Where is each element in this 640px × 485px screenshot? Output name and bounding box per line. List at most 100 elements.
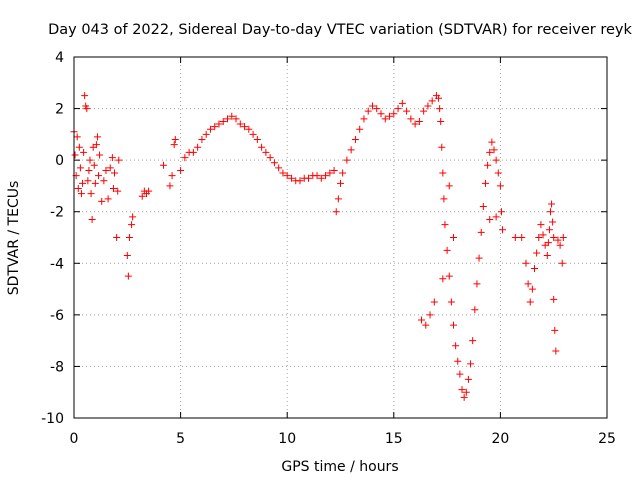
y-tick-label: 0	[55, 153, 64, 169]
data-point	[236, 120, 244, 128]
data-point	[92, 141, 100, 149]
data-point	[394, 105, 402, 113]
data-point	[473, 280, 481, 288]
data-point	[452, 342, 460, 350]
data-point	[171, 136, 179, 144]
data-point	[189, 148, 197, 156]
x-axis-label: GPS time / hours	[281, 459, 398, 475]
data-point	[77, 190, 85, 198]
data-point	[454, 357, 462, 365]
data-point	[270, 159, 278, 167]
data-point	[443, 246, 451, 254]
data-point	[206, 125, 214, 133]
data-point	[115, 156, 123, 164]
data-point	[283, 172, 291, 180]
data-point	[124, 272, 132, 280]
data-point	[100, 177, 108, 185]
data-point	[440, 195, 448, 203]
data-point	[437, 117, 445, 125]
data-point	[543, 252, 551, 260]
data-point	[475, 254, 483, 262]
data-point	[403, 107, 411, 115]
data-point	[106, 164, 114, 172]
data-point	[343, 156, 351, 164]
x-tick-label: 10	[278, 431, 296, 447]
data-point	[232, 115, 240, 123]
y-axis-ticks: -10 -8 -6 -4 -2 0 2 4	[41, 50, 607, 427]
data-point	[211, 123, 219, 131]
data-point	[386, 112, 394, 120]
data-point	[424, 102, 432, 110]
data-point	[266, 154, 274, 162]
data-point	[492, 156, 500, 164]
data-point	[551, 326, 559, 334]
y-tick-label: -6	[50, 308, 64, 324]
data-point	[332, 208, 340, 216]
data-point	[198, 136, 206, 144]
data-point	[351, 136, 359, 144]
data-point	[123, 252, 131, 260]
data-point	[518, 234, 526, 241]
data-point	[479, 203, 487, 211]
data-point	[125, 234, 133, 241]
data-point	[492, 213, 500, 221]
data-point	[279, 169, 287, 177]
data-point	[535, 234, 543, 241]
y-tick-label: -2	[50, 205, 64, 221]
data-point	[74, 185, 82, 193]
data-point	[81, 92, 89, 100]
data-point	[481, 179, 489, 187]
data-point	[108, 154, 116, 162]
data-point	[484, 161, 492, 169]
data-point	[160, 161, 168, 169]
data-point	[524, 280, 532, 288]
data-point	[420, 107, 428, 115]
data-point	[317, 174, 325, 182]
data-point	[364, 107, 372, 115]
data-point	[326, 169, 334, 177]
data-point	[494, 169, 502, 177]
data-point	[85, 166, 93, 174]
data-point	[111, 169, 119, 177]
data-point	[469, 337, 477, 345]
data-point	[114, 187, 122, 195]
data-point	[467, 360, 475, 368]
data-point	[547, 208, 555, 216]
y-tick-label: 4	[55, 50, 64, 66]
data-point	[177, 166, 185, 174]
data-point	[558, 259, 566, 267]
data-point	[445, 182, 453, 190]
data-point	[554, 236, 562, 244]
data-point	[398, 99, 406, 107]
data-point	[449, 234, 457, 241]
data-point	[435, 94, 443, 102]
data-point	[439, 169, 447, 177]
plot-background	[74, 57, 607, 418]
data-point	[486, 148, 494, 156]
data-point	[428, 97, 436, 105]
data-point	[95, 172, 103, 180]
data-point	[90, 161, 98, 169]
data-point	[486, 215, 494, 223]
data-point	[381, 115, 389, 123]
data-point	[418, 316, 426, 324]
y-tick-label: -8	[50, 359, 64, 375]
data-point	[471, 306, 479, 314]
data-point	[138, 192, 146, 200]
data-point	[79, 179, 87, 187]
data-point	[550, 295, 558, 303]
data-point	[194, 143, 202, 151]
data-point	[109, 185, 117, 193]
data-point	[96, 151, 104, 159]
data-point	[129, 213, 137, 221]
data-point	[360, 115, 368, 123]
data-point	[356, 125, 364, 133]
data-point	[458, 386, 466, 394]
data-point	[499, 226, 507, 234]
data-point	[531, 264, 539, 272]
x-axis-ticks: 0 5 10 15 20 25	[70, 57, 616, 447]
data-point	[249, 130, 257, 138]
data-point	[275, 164, 283, 172]
data-point	[415, 117, 423, 125]
